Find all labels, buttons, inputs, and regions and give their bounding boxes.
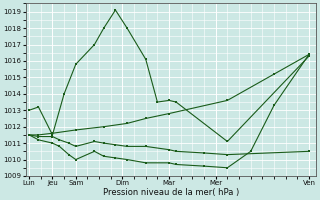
X-axis label: Pression niveau de la mer( hPa ): Pression niveau de la mer( hPa ): [103, 188, 239, 197]
